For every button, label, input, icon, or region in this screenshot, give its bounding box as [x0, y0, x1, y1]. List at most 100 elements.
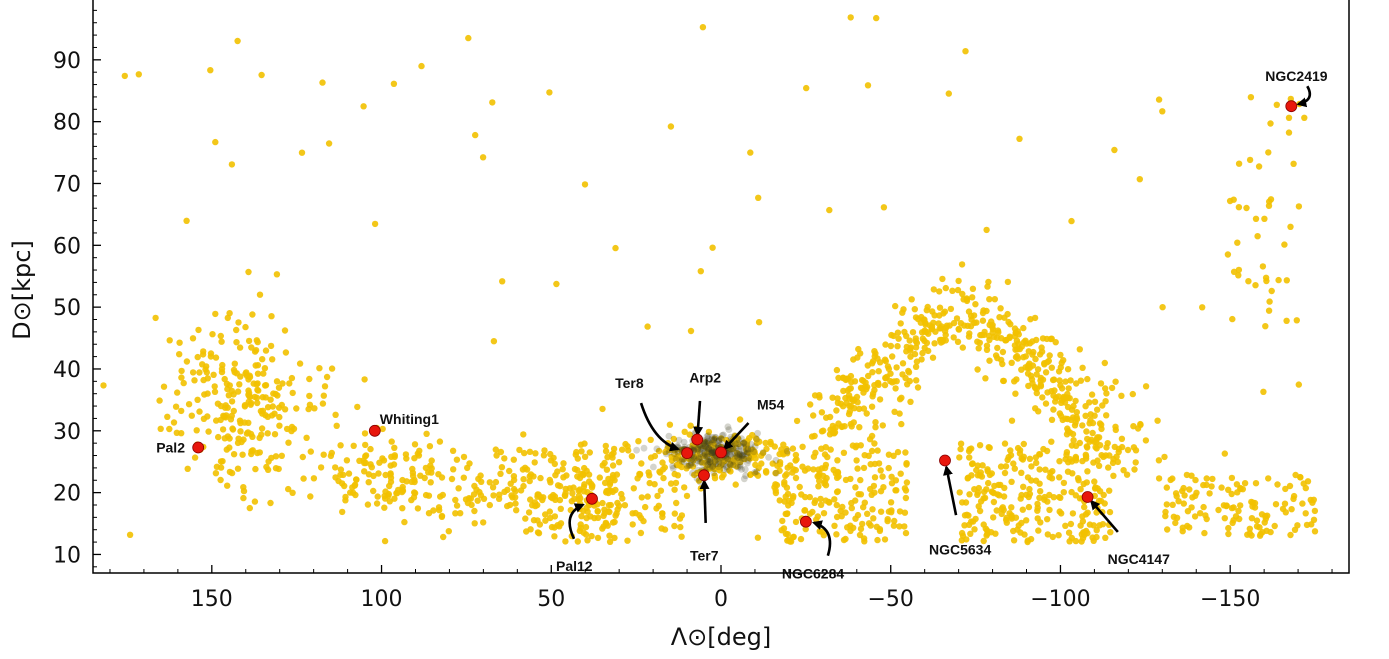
data-point: [1283, 277, 1291, 284]
data-point: [959, 499, 966, 506]
data-point: [660, 474, 667, 482]
density-point: [772, 456, 780, 464]
data-point: [833, 531, 840, 538]
data-point: [812, 497, 819, 504]
data-point: [877, 467, 884, 474]
data-point: [919, 335, 926, 342]
data-point: [792, 474, 800, 482]
data-point: [711, 465, 718, 472]
data-point: [499, 278, 506, 285]
density-point: [706, 458, 714, 466]
data-point: [164, 413, 171, 420]
data-point: [903, 479, 911, 486]
data-point: [1065, 529, 1073, 536]
data-point: [100, 382, 107, 389]
data-point: [337, 442, 344, 449]
data-point: [914, 384, 922, 391]
data-point: [1163, 484, 1171, 491]
data-point: [1290, 160, 1297, 167]
data-point: [299, 453, 306, 461]
data-point: [819, 528, 826, 536]
data-point: [896, 410, 903, 417]
density-point: [723, 463, 731, 471]
data-point: [204, 390, 211, 397]
density-point: [726, 460, 734, 468]
data-point: [871, 474, 879, 481]
data-point: [226, 468, 234, 476]
data-point: [1048, 364, 1056, 371]
density-point: [711, 440, 719, 447]
data-point: [228, 161, 236, 168]
y-tick-label: 70: [53, 172, 81, 197]
data-point: [996, 314, 1003, 321]
data-point: [547, 479, 554, 486]
y-axis-label: D⊙[kpc]: [8, 240, 36, 340]
data-point: [278, 401, 285, 409]
data-point: [826, 206, 833, 214]
data-point: [399, 487, 407, 495]
data-point: [946, 322, 953, 329]
data-point: [1189, 494, 1196, 501]
data-point: [337, 471, 344, 479]
data-point: [724, 456, 732, 463]
data-point: [1067, 377, 1074, 384]
data-point: [864, 362, 871, 369]
data-point: [1230, 196, 1237, 203]
data-point: [1267, 528, 1274, 536]
data-point: [1203, 515, 1210, 523]
data-point: [1014, 355, 1022, 362]
data-point: [604, 454, 611, 461]
data-point: [612, 512, 619, 519]
data-point: [184, 465, 191, 472]
data-point: [276, 422, 283, 429]
data-point: [780, 525, 788, 532]
cluster-arrow: [699, 479, 710, 523]
data-point: [958, 261, 966, 268]
density-point: [720, 460, 728, 468]
data-point: [818, 445, 825, 452]
data-point: [1091, 478, 1098, 485]
data-point: [581, 453, 589, 460]
data-point: [1020, 339, 1028, 346]
data-point: [1265, 475, 1272, 482]
data-point: [1020, 483, 1027, 490]
data-point: [826, 499, 833, 506]
cluster-arrow: [639, 402, 680, 452]
y-tick-label: 50: [53, 296, 81, 321]
density-point: [712, 460, 720, 468]
data-point: [1068, 406, 1076, 413]
data-point: [637, 529, 645, 537]
data-point: [752, 455, 759, 462]
data-point: [1260, 388, 1267, 395]
density-point: [696, 450, 704, 458]
data-point: [923, 307, 930, 314]
data-point: [584, 508, 591, 515]
density-point: [708, 450, 716, 457]
data-point: [1132, 447, 1140, 454]
data-point: [180, 379, 187, 387]
cluster-arrow: [1089, 499, 1119, 533]
data-point: [1000, 493, 1008, 500]
data-point: [1283, 317, 1290, 324]
data-point: [1057, 351, 1064, 359]
cluster-arrow: [722, 422, 750, 451]
data-point: [869, 390, 877, 397]
data-point: [423, 430, 430, 437]
data-point: [221, 413, 228, 420]
data-point: [661, 526, 669, 533]
data-point: [575, 487, 582, 494]
data-point: [1077, 377, 1085, 384]
data-point: [1102, 385, 1109, 392]
data-point: [342, 493, 349, 501]
data-point: [799, 463, 806, 470]
data-point: [551, 513, 559, 520]
data-point: [1200, 503, 1207, 511]
data-point: [1099, 402, 1106, 409]
data-point: [1267, 120, 1274, 127]
data-point: [782, 530, 790, 537]
data-point: [846, 395, 853, 402]
data-point: [428, 457, 435, 464]
data-point: [1019, 506, 1026, 513]
data-point: [1073, 414, 1080, 421]
data-point: [833, 501, 840, 509]
